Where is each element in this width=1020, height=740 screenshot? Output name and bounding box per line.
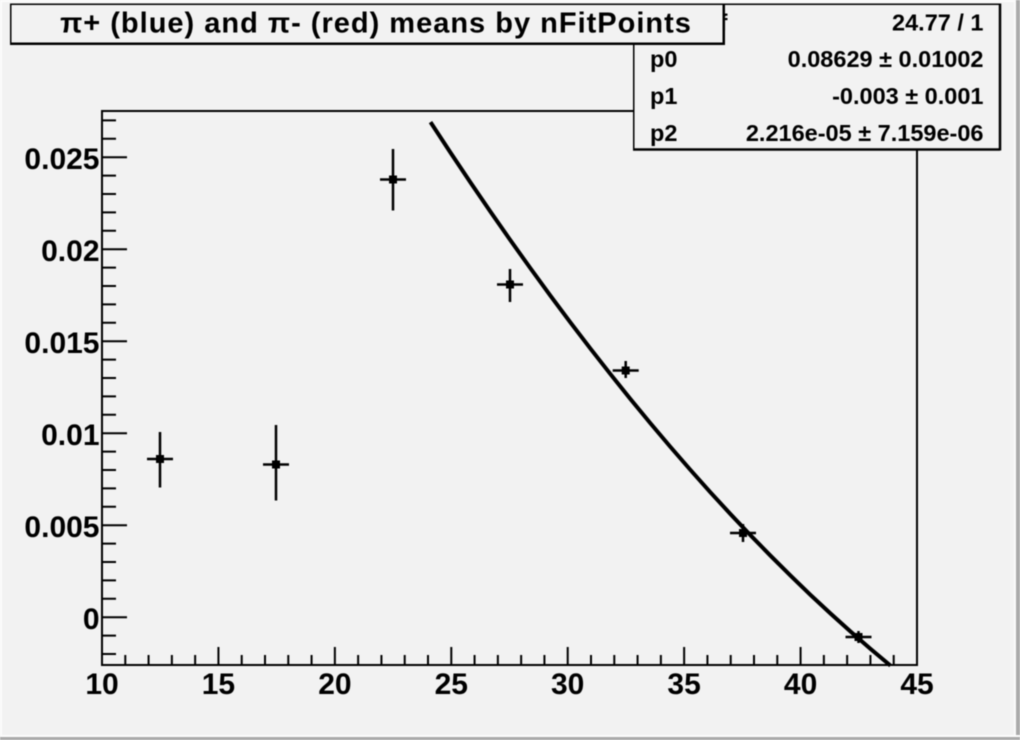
svg-text:20: 20 xyxy=(318,668,351,701)
svg-text:40: 40 xyxy=(784,668,817,701)
svg-text:24.77 / 1: 24.77 / 1 xyxy=(892,10,983,36)
svg-text:35: 35 xyxy=(667,668,700,701)
svg-text:45: 45 xyxy=(900,668,933,701)
svg-text:25: 25 xyxy=(435,668,468,701)
svg-text:π+ (blue) and π- (red) means b: π+ (blue) and π- (red) means by nFitPoin… xyxy=(60,8,692,40)
svg-text:p0: p0 xyxy=(650,46,677,72)
svg-text:15: 15 xyxy=(202,668,235,701)
svg-text:0.08629 ± 0.01002: 0.08629 ± 0.01002 xyxy=(788,46,984,72)
svg-text:p2: p2 xyxy=(650,120,677,146)
svg-text:2.216e-05 ± 7.159e-06: 2.216e-05 ± 7.159e-06 xyxy=(746,120,984,146)
svg-text:0.02: 0.02 xyxy=(41,235,99,268)
svg-text:0.005: 0.005 xyxy=(24,511,99,544)
svg-text:0.01: 0.01 xyxy=(41,419,99,452)
svg-text:-0.003 ± 0.001: -0.003 ± 0.001 xyxy=(832,83,983,109)
svg-text:10: 10 xyxy=(85,668,118,701)
svg-text:0.025: 0.025 xyxy=(24,143,99,176)
svg-text:30: 30 xyxy=(551,668,584,701)
svg-text:0.015: 0.015 xyxy=(24,327,99,360)
svg-text:p1: p1 xyxy=(650,83,677,109)
svg-text:0: 0 xyxy=(83,603,100,636)
